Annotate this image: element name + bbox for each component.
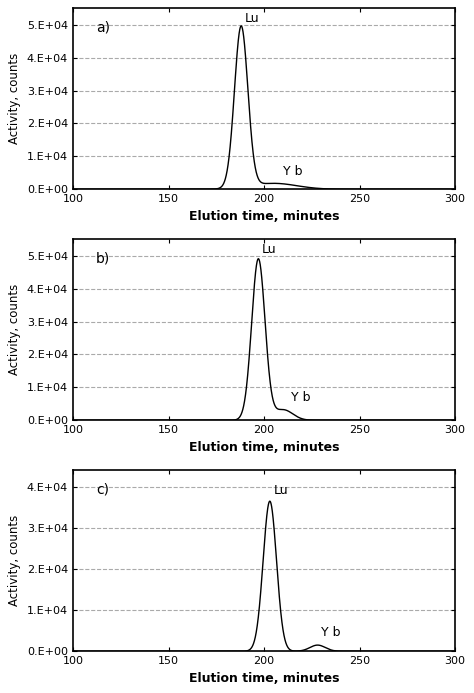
X-axis label: Elution time, minutes: Elution time, minutes bbox=[189, 441, 339, 454]
Text: Y b: Y b bbox=[283, 165, 303, 177]
Text: Lu: Lu bbox=[245, 12, 260, 25]
Y-axis label: Activity, counts: Activity, counts bbox=[9, 515, 21, 606]
Text: a): a) bbox=[96, 21, 110, 35]
X-axis label: Elution time, minutes: Elution time, minutes bbox=[189, 672, 339, 685]
Text: Lu: Lu bbox=[262, 243, 277, 256]
Y-axis label: Activity, counts: Activity, counts bbox=[9, 53, 21, 144]
Text: Y b: Y b bbox=[291, 391, 310, 404]
Text: b): b) bbox=[96, 252, 110, 266]
Text: Lu: Lu bbox=[273, 484, 288, 497]
Y-axis label: Activity, counts: Activity, counts bbox=[9, 284, 21, 376]
Text: c): c) bbox=[96, 483, 109, 497]
X-axis label: Elution time, minutes: Elution time, minutes bbox=[189, 210, 339, 222]
Text: Y b: Y b bbox=[321, 626, 341, 639]
